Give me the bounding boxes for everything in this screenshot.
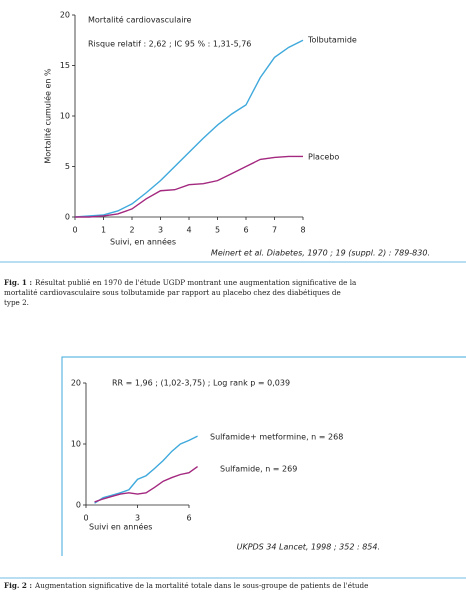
x-tick-label: 6 [186,514,191,523]
chart-title: Mortalité cardiovasculaire [88,15,192,25]
x-axis-label: Suivi, en années [110,237,176,247]
y-axis-label: Mortalité cumulée en % [43,68,53,164]
y-tick-label: 15 [60,61,70,70]
caption-label: Fig. 2 : [4,581,32,590]
series-line [75,155,303,218]
x-tick-label: 0 [72,226,77,235]
frame [61,356,466,556]
chart-title: RR = 1,96 ; (1,02-3,75) ; Log rank p = 0… [112,379,290,388]
x-axis-label: Suivi en années [89,522,152,532]
x-tick-label: 6 [243,226,248,235]
y-tick-label: 20 [71,379,81,388]
series-label: Sulfamide+ metformine, n = 268 [210,433,343,442]
caption: Fig. 1 : Résultat publié en 1970 de l'étu… [4,278,357,287]
y-tick-label: 0 [65,213,70,222]
caption: Fig. 2 : Augmentation significative de la… [4,581,368,590]
series-label: Placebo [308,153,339,162]
y-tick-label: 10 [71,440,81,449]
x-tick-label: 3 [135,514,140,523]
x-tick-label: 3 [158,226,163,235]
caption-text: Résultat publié en 1970 de l'étude UGDP … [35,278,357,287]
x-tick-label: 8 [300,226,305,235]
y-tick-label: 0 [76,501,81,510]
y-tick-label: 10 [60,112,70,121]
x-tick-label: 7 [272,226,277,235]
series-line [94,465,198,503]
series-line [94,435,198,504]
x-tick-label: 1 [101,226,106,235]
series-label: Tolbutamide [307,36,357,45]
caption-text: Augmentation significative de la mortali… [34,581,368,590]
caption-label: Fig. 1 : [4,278,32,287]
caption-line: mortalité cardiovasculaire sous tolbutam… [4,288,341,297]
source: UKPDS 34 Lancet, 1998 ; 352 : 854. [237,543,380,552]
x-tick-label: 4 [186,226,191,235]
series-line [74,39,304,218]
y-tick-label: 20 [60,11,70,20]
x-tick-label: 2 [129,226,134,235]
y-tick-label: 5 [65,162,70,171]
x-tick-label: 0 [83,514,88,523]
caption-line: type 2. [4,298,29,307]
x-tick-label: 5 [215,226,220,235]
series-label: Sulfamide, n = 269 [220,465,297,474]
chart-subtitle: Risque relatif : 2,62 ; IC 95 % : 1,31-5… [88,40,251,49]
source: Meinert et al. Diabetes, 1970 ; 19 (supp… [211,249,430,258]
